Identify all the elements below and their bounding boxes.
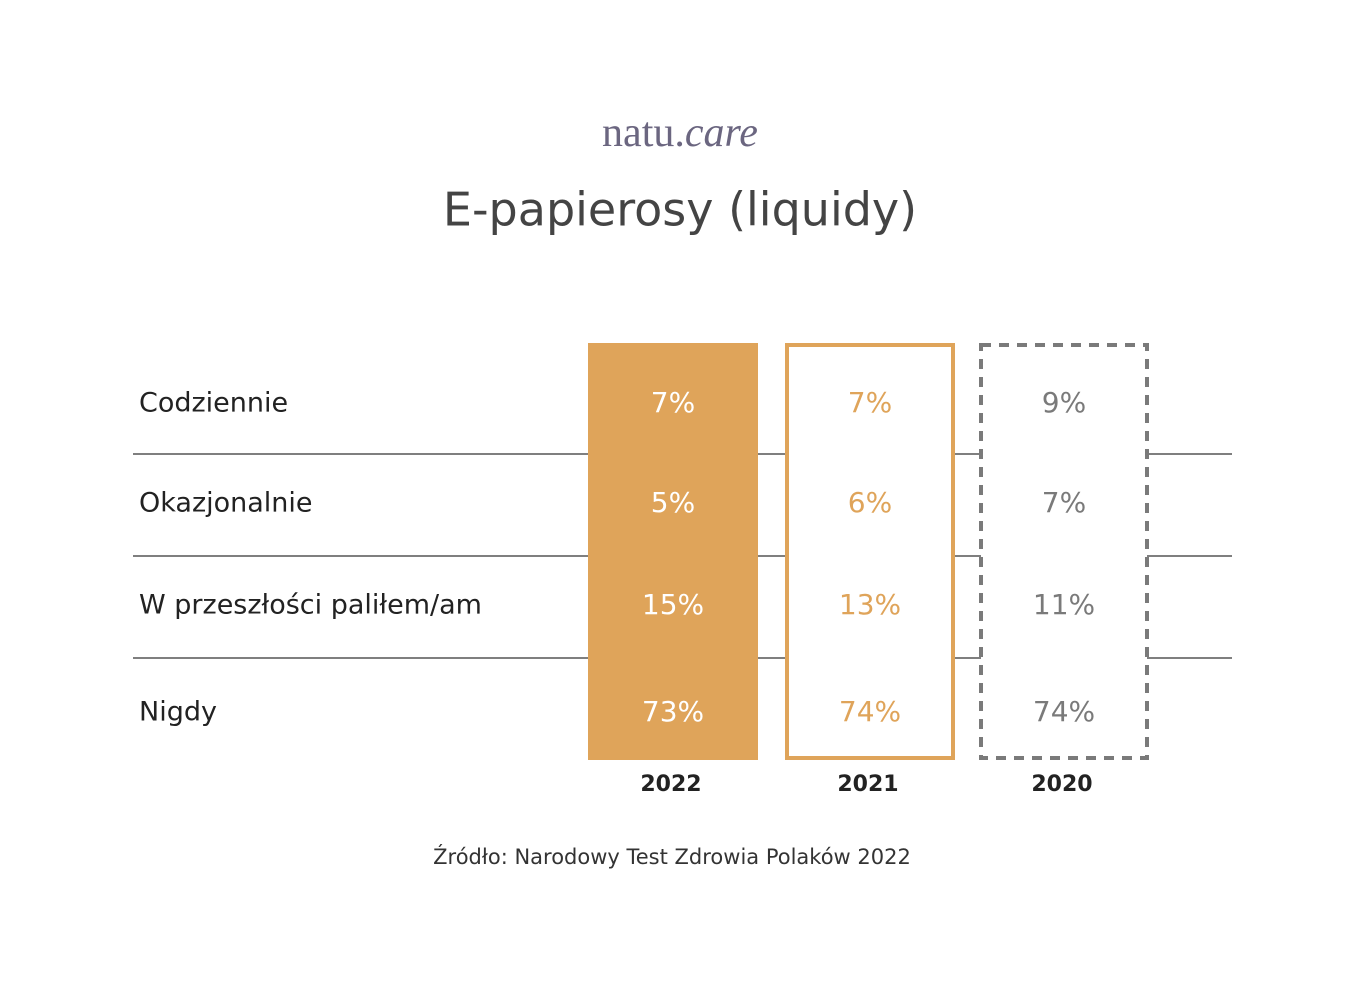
cell: 74% [839, 695, 901, 728]
cell: 73% [642, 695, 704, 728]
row-label: Codziennie [139, 388, 288, 419]
logo-accent: care [685, 110, 758, 156]
column-box [588, 343, 758, 760]
row-label: Nigdy [139, 697, 217, 728]
cell: 6% [848, 486, 892, 519]
table: 2022 2021 2020 Codziennie 7% 7% 9% Okazjonalnie… [133, 343, 1232, 797]
column-header: 2021 [837, 772, 898, 797]
column-box [785, 343, 955, 760]
cell: 7% [1042, 486, 1086, 519]
cell: 15% [642, 588, 704, 621]
logo-main: natu. [602, 110, 685, 156]
row-label: W przeszłości paliłem/am [139, 590, 482, 621]
row-label: Okazjonalnie [139, 488, 313, 519]
cell: 74% [1033, 695, 1095, 728]
title: E-papierosy (liquidy) [443, 183, 917, 237]
column-header: 2020 [1031, 772, 1092, 797]
cell: 13% [839, 588, 901, 621]
logo: natu.care [602, 110, 758, 156]
cell: 7% [651, 386, 695, 419]
source: Źródło: Narodowy Test Zdrowia Polaków 20… [433, 844, 911, 869]
cell: 5% [651, 486, 695, 519]
cell: 11% [1033, 588, 1095, 621]
column-header: 2022 [640, 772, 701, 797]
cell: 7% [848, 386, 892, 419]
cell: 9% [1042, 386, 1086, 419]
column-box [979, 343, 1149, 760]
